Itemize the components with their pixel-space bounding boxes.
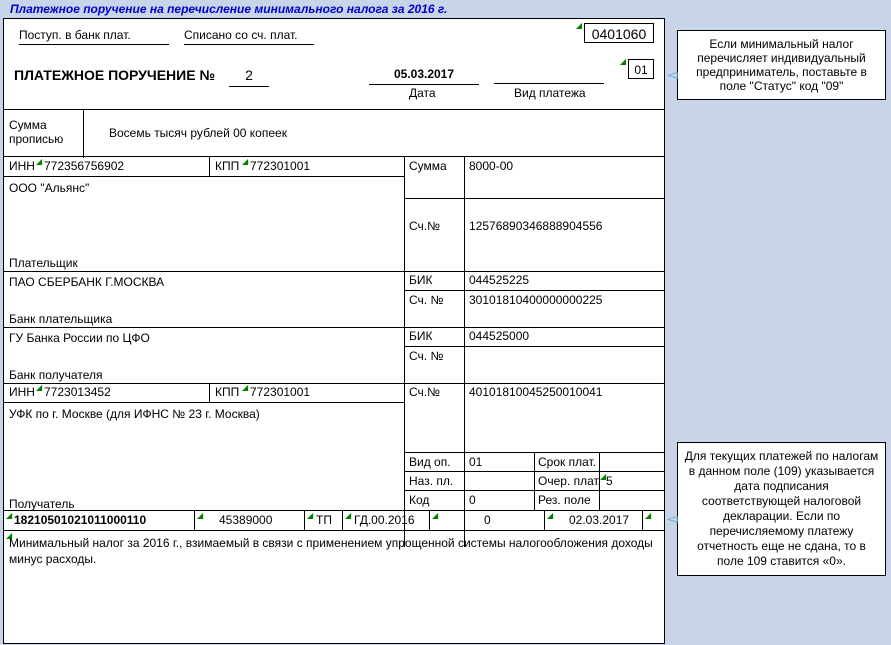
marker: ◢ [242,157,248,166]
srok-label: Срок плат. [538,455,596,469]
col-written: Списано со сч. плат. [184,28,314,45]
payer-name: ООО "Альянс" [9,181,89,195]
recip-bank-label: Банк получателя [9,368,102,382]
acc-label: Сч.№ [409,219,440,233]
recip-inn: 7723013452 [44,385,111,399]
kod-value: 0 [469,493,476,507]
acc-label: Сч.№ [409,385,440,399]
recip-name: УФК по г. Москве (для ИФНС № 23 г. Москв… [9,407,260,421]
bik-label: БИК [409,329,433,343]
rez-label: Рез. поле [538,493,591,507]
amount-label: Сумма прописью [4,110,84,158]
amount-text: Восемь тысяч рублей 00 копеек [109,126,287,140]
bik-label: БИК [409,273,433,287]
marker: ◢ [197,511,203,520]
doc-number: 2 [229,67,269,87]
marker: ◢ [547,511,553,520]
marker: ◢ [36,383,42,392]
marker: ◢ [36,157,42,166]
vid-label: Вид оп. [409,455,451,469]
payer-kpp: 772301001 [250,159,310,173]
payer-bank-label: Банк плательщика [9,312,112,326]
marker: ◢ [645,511,651,520]
inn-label: ИНН [9,159,35,173]
document: Поступ. в банк плат. Списано со сч. плат… [3,18,665,644]
ocher-value: 5 [606,474,613,488]
payer-inn: 772356756902 [44,159,124,173]
recip-bik: 044525000 [469,329,529,343]
arrow-icon: ◅ [667,66,678,83]
bank-acc-label: Сч. № [409,349,443,363]
ocher-label: Очер. плат. [538,474,601,488]
recip-acc: 40101810045250010041 [469,385,602,399]
col-inbank: Поступ. в банк плат. [19,28,169,45]
kod-label: Код [409,493,429,507]
budget-docnum: 0 [484,513,491,527]
note-status: Если минимальный налог перечисляет индив… [677,30,886,100]
page-title: Платежное поручение на перечисление мини… [10,2,447,16]
sum-label: Сумма [409,159,447,173]
kpp-label: КПП [215,159,239,173]
marker: ◢ [6,511,12,520]
payer-bik: 044525225 [469,273,529,287]
arrow-icon: ◅ [667,510,678,527]
type-label: Вид платежа [514,86,586,100]
marker: ◢ [432,511,438,520]
inn-label: ИНН [9,385,35,399]
payer-bank: ПАО СБЕРБАНК Г.МОСКВА [9,275,164,289]
marker: ◢ [576,21,582,30]
marker: ◢ [307,511,313,520]
doc-title: ПЛАТЕЖНОЕ ПОРУЧЕНИЕ № [14,67,215,83]
marker: ◢ [242,383,248,392]
form-code: 0401060 [584,23,654,43]
payer-label: Плательщик [9,256,78,270]
sum-value: 8000-00 [469,159,513,173]
marker: ◢ [345,511,351,520]
payer-acc: 12576890346888904556 [469,219,602,233]
status-field: 01 [628,59,654,79]
purpose: Минимальный налог за 2016 г., взимаемый … [9,535,654,567]
naz-label: Наз. пл. [409,474,453,488]
payer-bank-acc: 30101810400000000225 [469,293,602,307]
date-label: Дата [409,86,436,100]
period: ГД.00.2016 [354,513,415,527]
recip-kpp: 772301001 [250,385,310,399]
tp: ТП [316,513,332,527]
note-date: Для текущих платежей по налогам в данном… [677,442,886,576]
budget-docdate: 02.03.2017 [569,513,629,527]
doc-date: 05.03.2017 [369,67,479,85]
vid-value: 01 [469,455,482,469]
type-underline [494,67,604,84]
kbk: 18210501021011000110 [14,513,146,527]
recip-bank: ГУ Банка России по ЦФО [9,331,150,345]
kpp-label: КПП [215,385,239,399]
bank-acc-label: Сч. № [409,293,443,307]
marker: ◢ [620,57,626,66]
oktmo: 45389000 [219,513,272,527]
